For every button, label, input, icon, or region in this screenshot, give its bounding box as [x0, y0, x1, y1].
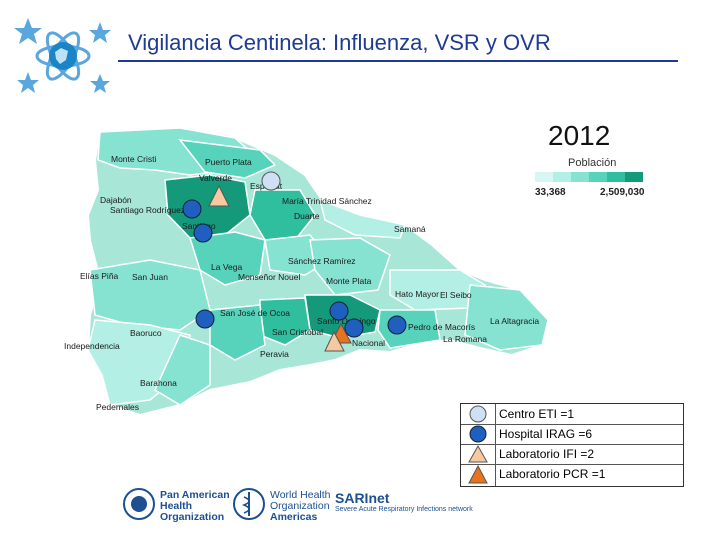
- place-label: María Trinidad Sánchez: [282, 196, 372, 206]
- place-label: Hato Mayor: [395, 289, 439, 299]
- legend-label: Centro ETI =1: [499, 407, 575, 421]
- place-label: Peravia: [260, 349, 289, 359]
- place-label: San Cristóbal: [272, 327, 324, 337]
- legend-row-irag: Hospital IRAG =6: [461, 424, 683, 445]
- population-swatch-1: [535, 172, 553, 182]
- population-legend-title: Población: [568, 157, 617, 169]
- who-line: World Health: [270, 489, 331, 501]
- laboratorio-ifi-marker: [208, 184, 230, 207]
- region-monte-plata: [309, 237, 391, 296]
- population-swatch-6: [625, 172, 643, 182]
- who-line: Americas: [270, 511, 318, 523]
- region-peravia: [209, 304, 266, 361]
- orange-triangle-icon: [468, 464, 488, 484]
- place-label: Dajabón: [100, 195, 132, 205]
- hospital-irag-marker: [193, 223, 213, 243]
- place-label: Pedro de Macorís: [408, 322, 476, 332]
- paho-line: Health: [160, 500, 193, 512]
- place-label: Monseñor Nouel: [238, 272, 301, 282]
- paho-name: Pan American Health Organization: [160, 490, 230, 523]
- place-label: Puerto Plata: [205, 157, 252, 167]
- place-label: Pedernales: [96, 402, 140, 412]
- light-circle-icon: [469, 405, 487, 423]
- legend-label: Hospital IRAG =6: [499, 427, 593, 441]
- legend-row-pcr: Laboratorio PCR =1: [461, 464, 683, 484]
- hospital-irag-marker: [329, 301, 349, 321]
- place-label: Nacional: [352, 338, 386, 348]
- year-label: 2012: [548, 120, 611, 151]
- legend-label: Laboratorio PCR =1: [499, 467, 606, 481]
- population-swatch-2: [553, 172, 571, 182]
- who-logo-icon: [233, 488, 265, 520]
- who-line: Organization: [270, 500, 330, 512]
- place-label: El Seibo: [440, 290, 472, 300]
- paho-star-logo-icon: [14, 18, 111, 93]
- legend-row-eti: Centro ETI =1: [461, 404, 683, 425]
- place-label: Barahona: [140, 378, 177, 388]
- centro-eti-marker: [261, 171, 281, 191]
- sarinet-logo: SARInet Severe Acute Respiratory Infecti…: [335, 490, 473, 513]
- hospital-irag-marker: [195, 309, 215, 329]
- paho-line: Pan American: [160, 489, 230, 501]
- legend-divider: [495, 404, 496, 486]
- place-label: Elías Piña: [80, 271, 119, 281]
- place-label: Sánchez Ramírez: [288, 256, 356, 266]
- place-label: Independencia: [64, 341, 120, 351]
- place-label: Valverde: [199, 173, 232, 183]
- surveillance-legend: Centro ETI =1 Hospital IRAG =6 Laborator…: [460, 403, 684, 487]
- place-label: Monte Plata: [326, 276, 372, 286]
- page-title: Vigilancia Centinela: Influenza, VSR y O…: [128, 30, 551, 55]
- place-label: Monte Cristi: [111, 154, 157, 164]
- place-label: San José de Ocoa: [220, 308, 290, 318]
- region-samana: [318, 198, 407, 239]
- title-underline: [118, 60, 678, 62]
- paho-logo-icon: [123, 488, 155, 520]
- hospital-irag-marker: [344, 318, 364, 338]
- population-swatch-3: [571, 172, 589, 182]
- place-label: Santiago Rodríguez: [110, 205, 186, 215]
- place-label: Duarte: [294, 211, 320, 221]
- sarinet-subtitle: Severe Acute Respiratory Infections netw…: [335, 506, 473, 513]
- place-label: La Vega: [211, 262, 243, 272]
- hospital-irag-marker: [182, 199, 202, 219]
- place-label: Baoruco: [130, 328, 162, 338]
- region-san-juan: [89, 259, 211, 331]
- hospital-irag-marker: [387, 315, 407, 335]
- blue-circle-icon: [469, 425, 487, 443]
- region-santiago: [164, 174, 251, 239]
- light-triangle-icon: [468, 444, 488, 463]
- population-min: 33,368: [535, 187, 566, 198]
- region-barahona: [154, 334, 211, 406]
- paho-line: Organization: [160, 511, 225, 523]
- region-puerto-plata: [178, 139, 277, 179]
- place-label: San Juan: [132, 272, 168, 282]
- place-label: Samaná: [394, 224, 426, 234]
- place-label: La Romana: [443, 334, 487, 344]
- population-swatch-4: [589, 172, 607, 182]
- who-name: World Health Organization Americas: [270, 490, 331, 523]
- legend-label: Laboratorio IFI =2: [499, 447, 595, 461]
- population-swatch-5: [607, 172, 625, 182]
- place-label: La Altagracia: [490, 316, 540, 326]
- legend-row-ifi: Laboratorio IFI =2: [461, 444, 683, 465]
- population-color-scale: [535, 172, 643, 182]
- population-max: 2,509,030: [600, 187, 645, 198]
- laboratorio-ifi-marker: [324, 330, 345, 352]
- sarinet-brand: SARInet: [335, 490, 390, 506]
- place-label: Santo Domingo: [317, 316, 376, 326]
- region-la-altagracia: [464, 284, 549, 351]
